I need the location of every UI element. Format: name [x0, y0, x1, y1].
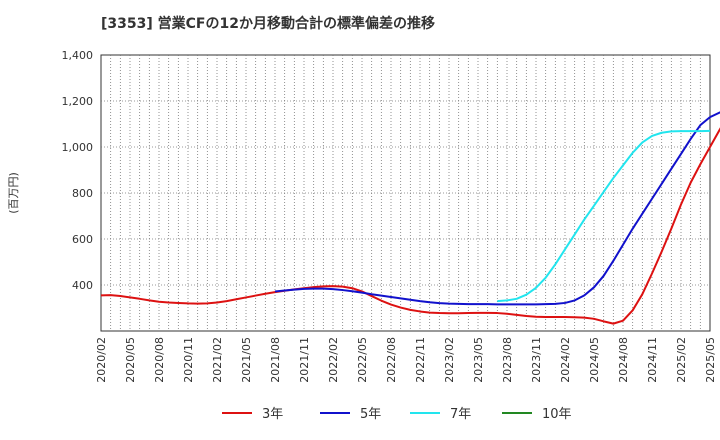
- x-tick-label: 2025/05: [704, 337, 717, 383]
- x-tick-label: 2020/11: [182, 337, 195, 383]
- x-tick-label: 2024/08: [617, 337, 630, 383]
- x-tick-label: 2022/08: [385, 337, 398, 383]
- legend-label: 10年: [542, 407, 572, 422]
- series-line-3年: [100, 127, 720, 325]
- x-tick-label: 2020/08: [153, 337, 166, 383]
- legend-label: 7年: [450, 407, 471, 422]
- x-tick-label: 2020/05: [124, 337, 137, 383]
- x-tick-label: 2023/08: [501, 337, 514, 383]
- y-tick-label: 600: [72, 233, 93, 246]
- x-tick-label: 2021/02: [211, 337, 224, 383]
- series-line-7年: [497, 129, 711, 303]
- y-axis-ticks: 400 600 800 1,000 1,200 1,400: [62, 49, 94, 292]
- legend-label: 3年: [262, 407, 283, 422]
- grid: [101, 55, 710, 331]
- x-tick-label: 2022/11: [414, 337, 427, 383]
- series-line-5年: [274, 111, 720, 306]
- x-tick-label: 2023/05: [472, 337, 485, 383]
- x-tick-label: 2021/11: [298, 337, 311, 383]
- x-tick-label: 2025/02: [675, 337, 688, 383]
- y-tick-label: 400: [72, 279, 93, 292]
- chart-title: [3353] 営業CFの12か月移動合計の標準偏差の推移: [101, 15, 435, 32]
- x-tick-label: 2022/02: [327, 337, 340, 383]
- plot-area: [100, 54, 711, 332]
- x-tick-label: 2022/05: [356, 337, 369, 383]
- y-tick-label: 1,400: [62, 49, 94, 62]
- series-lines: [100, 111, 720, 325]
- y-tick-label: 800: [72, 187, 93, 200]
- x-tick-label: 2021/05: [240, 337, 253, 383]
- y-tick-label: 1,000: [62, 141, 94, 154]
- x-tick-label: 2021/08: [269, 337, 282, 383]
- x-tick-label: 2023/02: [443, 337, 456, 383]
- y-tick-label: 1,200: [62, 95, 94, 108]
- x-tick-label: 2024/02: [559, 337, 572, 383]
- y-axis-label: (百万円): [7, 172, 20, 214]
- x-tick-label: 2024/05: [588, 337, 601, 383]
- x-axis-ticks: 2020/02 2020/05 2020/08 2020/11 2021/02 2021/…: [95, 337, 717, 383]
- x-tick-label: 2024/11: [646, 337, 659, 383]
- legend: 3年 5年 7年 10年: [222, 407, 572, 422]
- x-tick-label: 2023/11: [530, 337, 543, 383]
- x-tick-label: 2020/02: [95, 337, 108, 383]
- legend-label: 5年: [360, 407, 381, 422]
